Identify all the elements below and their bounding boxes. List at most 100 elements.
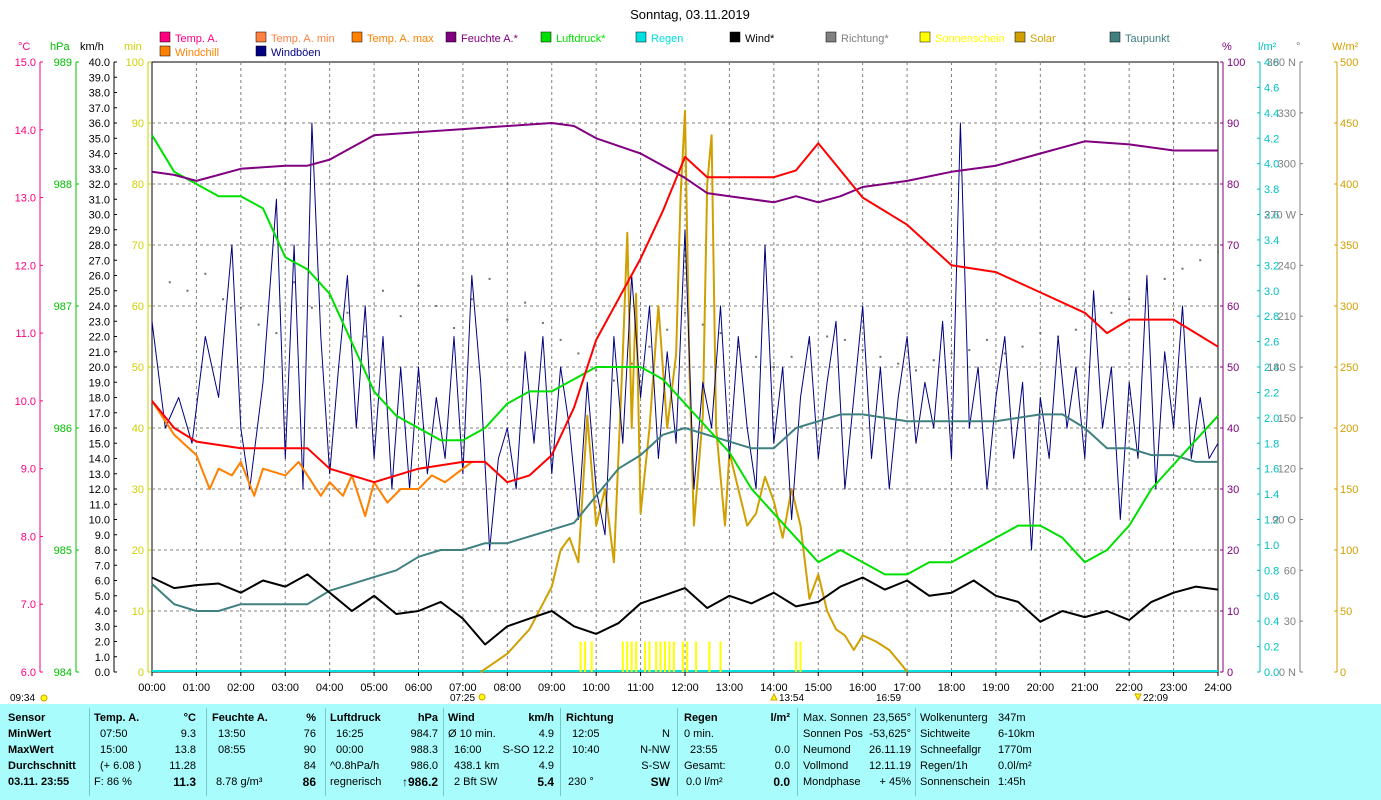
axis-tick-label: 1.2	[1264, 515, 1279, 527]
legend-label: Feuchte A.*	[461, 33, 519, 45]
series-windchill	[151, 400, 473, 518]
sunshine-tick	[630, 641, 633, 672]
dir-r1b: N	[662, 728, 670, 740]
panel-rain: Regen l/m² 0 min. 23:55 0.0 Gesamt: 0.0 …	[684, 704, 792, 800]
direction-dot	[488, 277, 491, 280]
x-tick-label: 11:00	[627, 682, 654, 694]
rain-header: Regen	[684, 712, 718, 724]
axis-tick-label: 80	[132, 179, 144, 191]
legend-label: Temp. A.	[175, 33, 218, 45]
sunshine-tick	[590, 641, 593, 672]
temp-header: Temp. A.	[94, 712, 140, 724]
sunshine-tick	[659, 641, 662, 672]
legend-swatch	[445, 31, 457, 43]
axis-tick-label: 0.0	[95, 667, 110, 679]
astro-r3b: 26.11.19	[868, 744, 911, 756]
panel-temp: Temp. A. °C 07:50 9.3 15:00 13.8 (+ 6.08…	[94, 704, 200, 800]
moonset-icon	[1134, 693, 1142, 702]
direction-dot	[790, 355, 793, 358]
direction-dot	[808, 342, 811, 345]
sun-icon	[40, 694, 48, 702]
axis-tick-label: 20	[1227, 545, 1239, 557]
axis-tick-label: 0.8	[1264, 565, 1279, 577]
legend-label: Temp. A. max	[367, 33, 434, 45]
axis-tick-label: 210	[1278, 311, 1296, 323]
axis-tick-label: 60	[1284, 565, 1296, 577]
wind-header: Wind	[448, 712, 475, 724]
dir-r2a: 10:40	[572, 744, 600, 756]
axis-tick-label: 7.0	[95, 560, 110, 572]
chart-title: Sonntag, 03.11.2019	[630, 7, 750, 22]
direction-dot	[879, 355, 882, 358]
x-tick-label: 06:00	[405, 682, 433, 694]
axis-tick-label: 40	[1227, 423, 1239, 435]
direction-dot	[701, 323, 704, 326]
sensor-date: 03.11. 23:55	[8, 776, 70, 788]
axis-tick-label: 30	[1284, 616, 1296, 628]
axis-tick-label: 31.0	[89, 194, 110, 206]
axis-tick-label: 100	[1227, 57, 1245, 69]
direction-dot	[293, 281, 296, 284]
sensor-row-avg: Durchschnitt	[8, 760, 76, 772]
astro-r2a: Sonnen Pos	[803, 728, 863, 740]
axis-tick-label: 27.0	[89, 255, 110, 267]
axis-tick-label: 2.4	[1264, 362, 1279, 374]
x-tick-label: 24:00	[1204, 682, 1232, 694]
legend-label: Taupunkt	[1125, 33, 1170, 45]
axis-tick-label: 4.0	[95, 606, 110, 618]
annot-start-time: 09:34	[10, 693, 35, 704]
dir-r4b: SW	[650, 775, 670, 789]
sunshine-tick	[795, 641, 798, 672]
direction-dot	[630, 362, 633, 365]
misc-r1a: Wolkenunterg	[920, 712, 988, 724]
sunshine-tick	[695, 641, 698, 672]
axis-tick-label: 5.0	[95, 591, 110, 603]
axis-tick-label: 32.0	[89, 179, 110, 191]
axis-tick-label: 984	[54, 667, 72, 679]
rain-r2b: 0.0	[774, 744, 790, 756]
direction-dot	[986, 338, 989, 341]
legend-label: Richtung*	[841, 33, 889, 45]
axis-tick-label: 16.0	[89, 423, 110, 435]
series-luftdruck	[151, 134, 1219, 576]
x-tick-label: 18:00	[938, 682, 966, 694]
stats-panel: Sensor MinWert MaxWert Durchschnitt 03.1…	[0, 704, 1381, 800]
sunshine-tick	[655, 641, 658, 672]
x-tick-label: 09:00	[538, 682, 566, 694]
axis-tick-label: 34.0	[89, 149, 110, 161]
unit-press: hPa	[50, 41, 70, 53]
axis-tick-label: 28.0	[89, 240, 110, 252]
axis-tick-label: 3.8	[1264, 184, 1279, 196]
axis-tick-label: 10	[1227, 606, 1239, 618]
axis-tick-label: 6.0	[95, 576, 110, 588]
astro-r2b: -53,625°	[869, 728, 911, 740]
wind-r2b: S-SO 12.2	[502, 744, 554, 756]
misc-r5a: Sonnenschein	[920, 776, 990, 788]
direction-dot	[861, 349, 864, 352]
axis-tick-label: 0	[1340, 667, 1346, 679]
x-tick-label: 02:00	[227, 682, 255, 694]
axis-tick-label: 120	[1278, 464, 1296, 476]
direction-dot	[257, 323, 260, 326]
axis-tick-label: 988	[54, 179, 72, 191]
axis-tick-label: 70	[1227, 240, 1239, 252]
unit-hum: %	[1222, 41, 1232, 53]
legend-label: Luftdruck*	[556, 33, 606, 45]
panel-astro: Max. Sonnen 23,565° Sonnen Pos -53,625° …	[803, 704, 913, 800]
series-solar	[480, 109, 908, 673]
series-taupunkt	[151, 413, 1218, 612]
axis-tick-label: 19.0	[89, 377, 110, 389]
x-tick-label: 20:00	[1027, 682, 1055, 694]
x-tick-label: 10:00	[582, 682, 610, 694]
hum-abs: 8.78 g/m³	[216, 776, 263, 788]
sunshine-tick	[584, 641, 587, 672]
axis-tick-label: 90 O	[1272, 515, 1296, 527]
misc-r3b: 1770m	[998, 744, 1032, 756]
axis-tick-label: 989	[54, 57, 72, 69]
axis-tick-label: 4.6	[1264, 82, 1279, 94]
misc-r4a: Regen/1h	[920, 760, 968, 772]
axis-tick-label: 30.0	[89, 210, 110, 222]
axis-tick-label: 40	[132, 423, 144, 435]
axis-tick-label: 300	[1278, 159, 1296, 171]
unit-solar: W/m²	[1332, 41, 1359, 53]
